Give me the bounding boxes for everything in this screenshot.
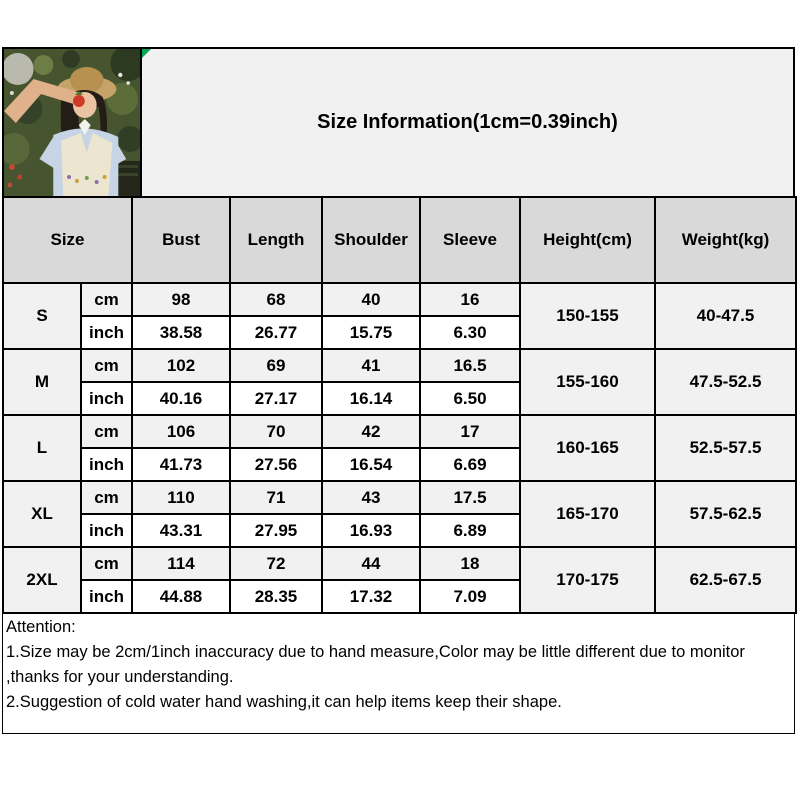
measurement-cell: 69	[229, 348, 323, 383]
size-table: Size Bust Length Shoulder Sleeve Height(…	[2, 196, 797, 614]
measurement-cell: 26.77	[229, 315, 323, 350]
header-bust: Bust	[131, 196, 231, 284]
measurement-cell: 43.31	[131, 513, 231, 548]
table-row: inch 43.31 27.95 16.93 6.89	[3, 513, 796, 548]
measurement-cell: 15.75	[321, 315, 421, 350]
table-row: inch 41.73 27.56 16.54 6.69	[3, 447, 796, 482]
measurement-cell: 41.73	[131, 447, 231, 482]
unit-cell-inch: inch	[80, 381, 133, 416]
unit-cell-cm: cm	[80, 414, 133, 449]
measurement-cell: 38.58	[131, 315, 231, 350]
size-label: L	[2, 414, 82, 482]
unit-cell-cm: cm	[80, 348, 133, 383]
measurement-cell: 106	[131, 414, 231, 449]
measurement-cell: 6.50	[419, 381, 521, 416]
size-label: 2XL	[2, 546, 82, 614]
measurement-cell: 16.93	[321, 513, 421, 548]
measurement-cell: 16.5	[419, 348, 521, 383]
green-corner-marker-icon	[142, 49, 151, 58]
measurement-cell: 17	[419, 414, 521, 449]
measurement-cell: 72	[229, 546, 323, 581]
height-cell: 160-165	[519, 414, 656, 482]
measurement-cell: 6.89	[419, 513, 521, 548]
table-row: inch 44.88 28.35 17.32 7.09	[3, 579, 796, 614]
measurement-cell: 114	[131, 546, 231, 581]
height-cell: 170-175	[519, 546, 656, 614]
height-cell: 165-170	[519, 480, 656, 548]
table-row: inch 38.58 26.77 15.75 6.30	[3, 315, 796, 350]
header-sleeve: Sleeve	[419, 196, 521, 284]
table-header-row: Size Bust Length Shoulder Sleeve Height(…	[2, 196, 797, 284]
table-row: inch 40.16 27.17 16.14 6.50	[3, 381, 796, 416]
measurement-cell: 40	[321, 282, 421, 317]
header-length: Length	[229, 196, 323, 284]
title-cell: Size Information(1cm=0.39inch)	[142, 49, 793, 196]
unit-cell-inch: inch	[80, 579, 133, 614]
header-height: Height(cm)	[519, 196, 656, 284]
measurement-cell: 44	[321, 546, 421, 581]
model-photo-illustration	[4, 49, 140, 196]
size-label: M	[2, 348, 82, 416]
measurement-cell: 6.30	[419, 315, 521, 350]
header-weight: Weight(kg)	[654, 196, 797, 284]
unit-cell-inch: inch	[80, 315, 133, 350]
measurement-cell: 16.14	[321, 381, 421, 416]
height-cell: 150-155	[519, 282, 656, 350]
table-row: L cm 106 70 42 17 160-165 52.5-57.5	[2, 414, 797, 482]
unit-cell-cm: cm	[80, 282, 133, 317]
table-row: S cm 98 68 40 16 150-155 40-47.5	[2, 282, 797, 350]
table-row: XL cm 110 71 43 17.5 165-170 57.5-62.5	[2, 480, 797, 548]
table-row: 2XL cm 114 72 44 18 170-175 62.5-67.5	[2, 546, 797, 614]
product-photo	[4, 49, 142, 196]
measurement-cell: 102	[131, 348, 231, 383]
measurement-cell: 27.95	[229, 513, 323, 548]
measurement-cell: 68	[229, 282, 323, 317]
unit-cell-inch: inch	[80, 447, 133, 482]
measurement-cell: 42	[321, 414, 421, 449]
header-shoulder: Shoulder	[321, 196, 421, 284]
measurement-cell: 98	[131, 282, 231, 317]
measurement-cell: 16	[419, 282, 521, 317]
weight-cell: 62.5-67.5	[654, 546, 797, 614]
measurement-cell: 41	[321, 348, 421, 383]
title-band: Size Information(1cm=0.39inch)	[2, 47, 795, 196]
weight-cell: 47.5-52.5	[654, 348, 797, 416]
measurement-cell: 28.35	[229, 579, 323, 614]
weight-cell: 40-47.5	[654, 282, 797, 350]
size-chart-sheet: Size Information(1cm=0.39inch) Size Bust…	[2, 47, 797, 734]
height-cell: 155-160	[519, 348, 656, 416]
measurement-cell: 110	[131, 480, 231, 515]
attention-note-1: 1.Size may be 2cm/1inch inaccuracy due t…	[6, 643, 745, 686]
measurement-cell: 27.17	[229, 381, 323, 416]
attention-heading: Attention:	[6, 618, 76, 636]
size-label: S	[2, 282, 82, 350]
measurement-cell: 16.54	[321, 447, 421, 482]
unit-cell-cm: cm	[80, 546, 133, 581]
measurement-cell: 17.5	[419, 480, 521, 515]
page-title: Size Information(1cm=0.39inch)	[317, 111, 618, 133]
measurement-cell: 71	[229, 480, 323, 515]
measurement-cell: 7.09	[419, 579, 521, 614]
weight-cell: 57.5-62.5	[654, 480, 797, 548]
measurement-cell: 6.69	[419, 447, 521, 482]
measurement-cell: 17.32	[321, 579, 421, 614]
unit-cell-inch: inch	[80, 513, 133, 548]
unit-cell-cm: cm	[80, 480, 133, 515]
size-label: XL	[2, 480, 82, 548]
table-row: M cm 102 69 41 16.5 155-160 47.5-52.5	[2, 348, 797, 416]
measurement-cell: 40.16	[131, 381, 231, 416]
header-size: Size	[2, 196, 133, 284]
weight-cell: 52.5-57.5	[654, 414, 797, 482]
measurement-cell: 43	[321, 480, 421, 515]
measurement-cell: 18	[419, 546, 521, 581]
attention-note-2: 2.Suggestion of cold water hand washing,…	[6, 693, 562, 711]
attention-box: Attention: 1.Size may be 2cm/1inch inacc…	[2, 614, 795, 734]
measurement-cell: 70	[229, 414, 323, 449]
measurement-cell: 27.56	[229, 447, 323, 482]
measurement-cell: 44.88	[131, 579, 231, 614]
